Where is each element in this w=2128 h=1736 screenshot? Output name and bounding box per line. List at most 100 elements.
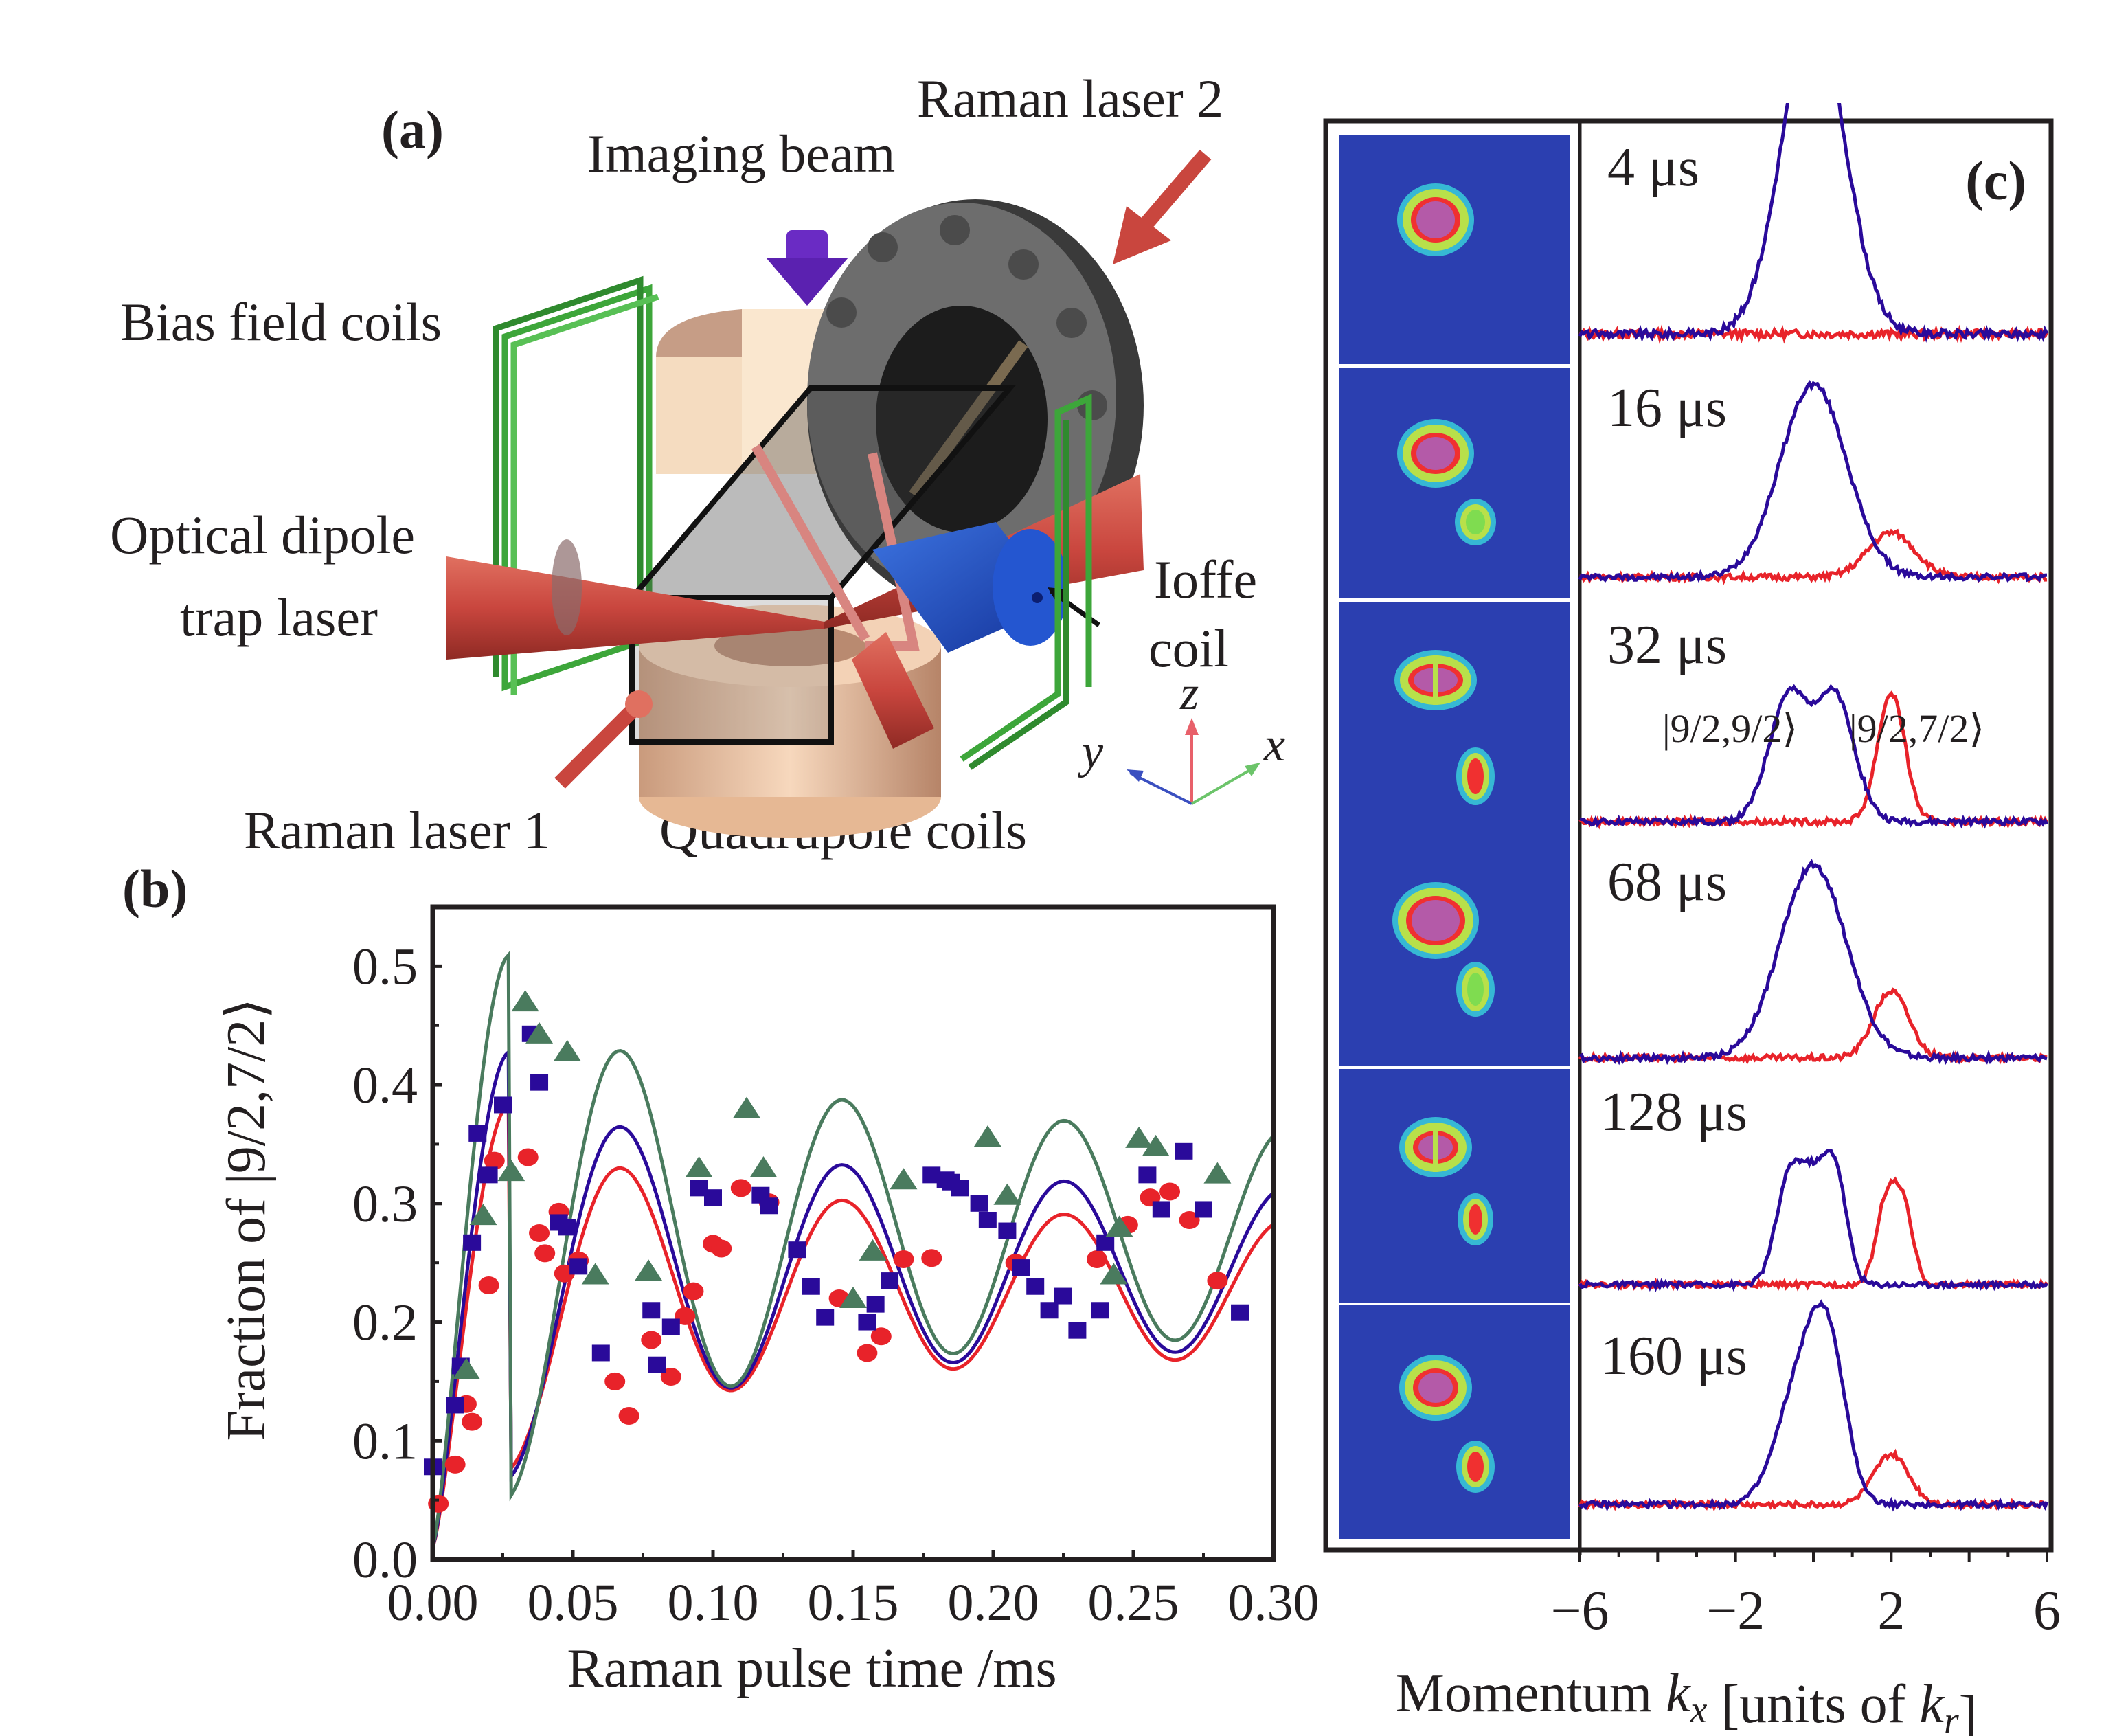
data-point-square	[704, 1189, 722, 1206]
data-point-square	[591, 1344, 610, 1362]
x-tick-label: −2	[1706, 1581, 1765, 1641]
data-point-square	[468, 1125, 487, 1142]
data-point-square	[978, 1212, 997, 1228]
momentum-curve-blue	[1578, 103, 2049, 343]
data-point-circle	[857, 1344, 878, 1362]
cloud-core	[1467, 973, 1484, 1006]
data-point-square	[569, 1258, 588, 1275]
cloud-core	[1466, 510, 1485, 534]
raman-laser-1	[554, 690, 653, 789]
time-label: 68 μs	[1607, 852, 1727, 912]
data-point-triangle	[553, 1039, 581, 1061]
data-point-square	[970, 1195, 988, 1212]
x-tick-label: 0.25	[1088, 1574, 1179, 1632]
data-point-square	[1231, 1304, 1249, 1321]
y-axis-title: Fraction of |9/2,7/2⟩	[216, 998, 277, 1441]
data-point-triangle	[1125, 1126, 1153, 1148]
atom-cloud	[1399, 1355, 1472, 1421]
data-point-square	[558, 1219, 576, 1236]
ioffe-coil	[872, 522, 1101, 653]
axis-label-y: y	[1082, 725, 1104, 778]
x-tick-label: 2	[1877, 1581, 1905, 1641]
label-ioffe-line2: coil	[1148, 618, 1229, 678]
y-tick-label: 0.5	[352, 938, 418, 995]
absorption-image-160us	[1339, 1305, 1570, 1539]
data-point-square	[760, 1197, 778, 1215]
data-point-triangle	[890, 1168, 918, 1190]
x-tick-label: 0.00	[387, 1574, 479, 1632]
cloud-core	[1467, 758, 1484, 794]
data-point-triangle	[497, 1160, 525, 1182]
label-optical-dipole-line2: trap laser	[180, 587, 378, 647]
state-label-9-2-9-2: |9/2,9/2⟩	[1662, 706, 1798, 751]
data-point-circle	[921, 1249, 942, 1267]
data-point-square	[1096, 1234, 1115, 1251]
momentum-curve-red	[1578, 1176, 2048, 1292]
data-point-circle	[1207, 1272, 1228, 1290]
atom-cloud	[1397, 419, 1474, 488]
data-point-circle	[618, 1407, 639, 1425]
data-point-circle	[870, 1327, 892, 1346]
data-point-triangle	[525, 1022, 554, 1044]
atom-cloud	[1456, 962, 1495, 1017]
data-point-circle	[529, 1224, 550, 1242]
cloud-core	[1469, 1204, 1482, 1235]
atom-cloud	[1397, 183, 1474, 256]
data-point-circle	[484, 1151, 505, 1170]
data-point-circle	[730, 1179, 751, 1197]
data-point-square	[1091, 1302, 1109, 1319]
data-point-square	[1054, 1287, 1072, 1305]
label-ioffe-line1: Ioffe	[1154, 550, 1258, 609]
data-point-square	[1152, 1201, 1170, 1218]
data-point-square	[1195, 1201, 1212, 1218]
data-point-circle	[1159, 1182, 1181, 1201]
data-point-triangle	[469, 1204, 497, 1226]
label-imaging-beam: Imaging beam	[587, 124, 896, 183]
x-tick-label: 0.10	[668, 1574, 759, 1632]
data-point-triangle	[1142, 1134, 1170, 1156]
momentum-curve-blue	[1578, 859, 2048, 1066]
data-point-circle	[1086, 1250, 1107, 1268]
data-point-triangle	[1100, 1263, 1128, 1285]
momentum-curve-red	[1579, 528, 2048, 585]
x-axis-title: Momentum kx [units of kr]	[1396, 1663, 1978, 1736]
chart-b: 0.0 0.1 0.2 0.3 0.4 0.5 0.00 0.05 0.10 0.15 0.20 0.…	[216, 904, 1320, 1699]
data-point-triangle	[685, 1156, 713, 1177]
data-point-circle	[893, 1250, 914, 1268]
axis-label-x: x	[1264, 719, 1286, 771]
cloud-center	[1412, 900, 1460, 941]
data-point-square	[648, 1356, 666, 1373]
axis-title-part: ]	[1959, 1685, 1978, 1736]
data-point-square	[866, 1296, 885, 1313]
y-tick-label: 0.2	[352, 1294, 418, 1352]
axis-label-z: z	[1180, 667, 1199, 720]
data-point-square	[479, 1166, 498, 1184]
cloud-split	[1433, 1123, 1438, 1172]
data-point-triangle	[1105, 1215, 1133, 1237]
data-point-square	[881, 1272, 899, 1289]
data-point-circle	[683, 1282, 704, 1300]
atom-cloud	[1392, 882, 1479, 959]
data-point-circle	[534, 1244, 556, 1263]
cloud-center	[1416, 437, 1455, 470]
data-point-triangle	[973, 1125, 1001, 1147]
atom-cloud	[1455, 499, 1496, 545]
momentum-curve-blue	[1578, 1299, 2049, 1512]
data-point-square	[463, 1234, 482, 1251]
data-point-circle	[604, 1372, 626, 1390]
axis-title-part: x	[1690, 1689, 1708, 1731]
panel-a-tag: (a)	[381, 100, 444, 159]
atom-cloud	[1456, 747, 1495, 805]
data-point-square	[642, 1302, 661, 1319]
x-tick-label: 0.05	[528, 1574, 619, 1632]
cloud-core	[1467, 1452, 1484, 1482]
data-point-triangle	[511, 990, 539, 1012]
raman-beam-front	[852, 632, 934, 749]
data-point-triangle	[993, 1183, 1021, 1205]
time-label: 32 μs	[1607, 615, 1727, 675]
x-tick-label: −6	[1550, 1581, 1609, 1641]
data-point-circle	[478, 1276, 499, 1294]
axis-title-part: k	[1666, 1663, 1691, 1724]
momentum-curve-blue	[1579, 684, 2049, 829]
data-point-circle	[444, 1455, 466, 1474]
